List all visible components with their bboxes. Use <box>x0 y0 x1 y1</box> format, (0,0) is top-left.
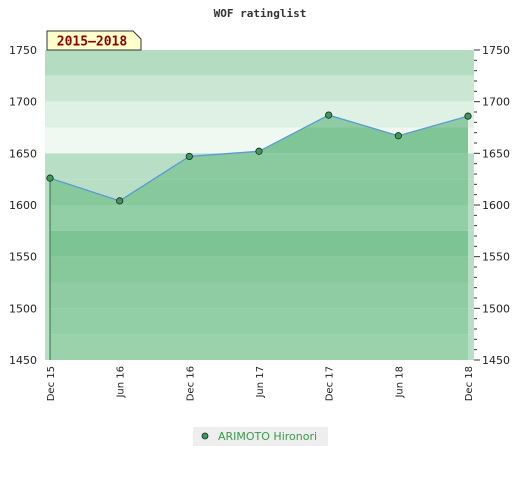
y-tick-label-right: 1550 <box>482 251 510 264</box>
data-point <box>255 147 263 155</box>
y-tick-label-left: 1550 <box>9 251 37 264</box>
x-tick-label: Dec 17 <box>325 366 336 401</box>
chart-title: WOF ratinglist <box>214 7 307 20</box>
y-tick-label-left: 1750 <box>9 44 37 57</box>
data-point <box>464 112 472 120</box>
x-axis: Dec 15 Jun 16 Dec 16 Jun 17 Dec 17 Jun 18 Dec … <box>46 366 475 401</box>
data-point <box>46 174 54 182</box>
data-point <box>325 111 333 119</box>
y-tick-label-right: 1650 <box>482 147 510 160</box>
legend-label: ARIMOTO Hironori <box>218 430 317 443</box>
y-axis-left: 1450 1500 1550 1600 1650 1700 1750 <box>9 44 37 367</box>
period-badge-label: 2015–2018 <box>57 35 128 50</box>
y-tick-label-right: 1450 <box>482 354 510 367</box>
period-badge: 2015–2018 <box>46 30 142 51</box>
y-tick-label-right: 1700 <box>482 96 510 109</box>
x-tick-label: Dec 18 <box>464 366 475 401</box>
series-points <box>46 111 472 205</box>
y-axis-right: 1450 1500 1550 1600 1650 1700 1750 <box>474 44 510 367</box>
y-tick-label-left: 1600 <box>9 199 37 212</box>
x-tick-label: Dec 16 <box>185 366 196 401</box>
data-point <box>394 132 402 140</box>
y-tick-label-left: 1650 <box>9 147 37 160</box>
y-tick-label-left: 1450 <box>9 354 37 367</box>
y-tick-label-right: 1500 <box>482 302 510 315</box>
data-point <box>116 197 124 205</box>
y-tick-label-left: 1700 <box>9 96 37 109</box>
x-tick-label: Dec 15 <box>46 366 57 401</box>
y-tick-label-right: 1600 <box>482 199 510 212</box>
legend: ARIMOTO Hironori <box>193 427 328 446</box>
x-tick-label: Jun 18 <box>394 366 405 399</box>
x-tick-label: Jun 17 <box>255 366 266 399</box>
data-point <box>185 152 193 161</box>
legend-marker <box>201 432 209 440</box>
y-tick-label-left: 1500 <box>9 302 37 315</box>
x-tick-label: Jun 16 <box>116 366 127 399</box>
y-tick-label-right: 1750 <box>482 44 510 57</box>
